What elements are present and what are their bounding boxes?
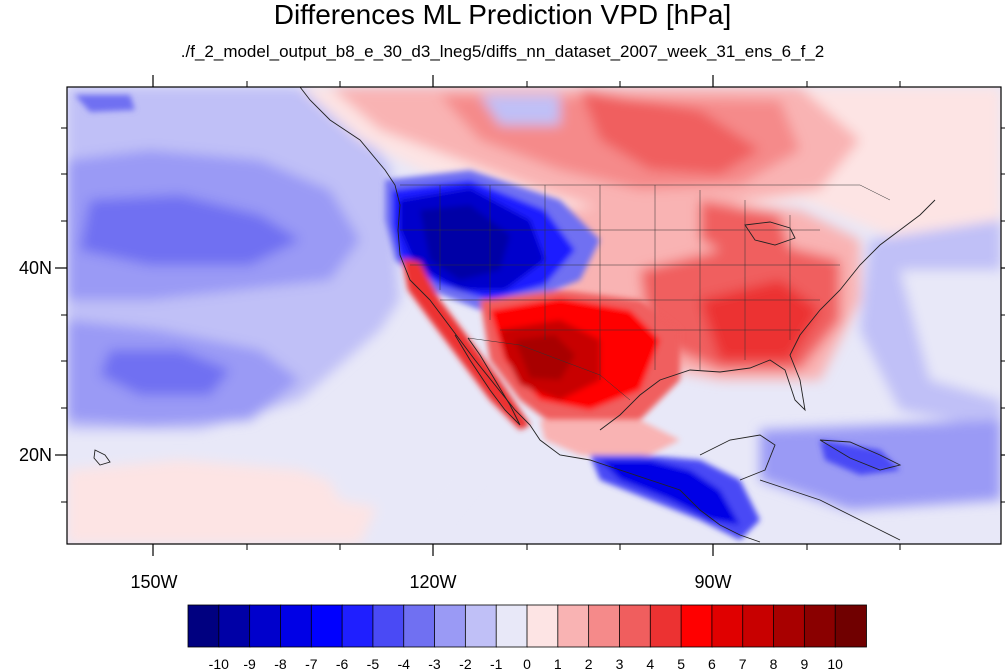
se-pacific-pale: [300, 430, 480, 520]
colorbar-swatch: [742, 604, 775, 648]
y-tick-label-40n: 40N: [18, 258, 52, 278]
us-mexico-border: [467, 337, 631, 401]
x-tick-label-120w: 120W: [409, 572, 457, 592]
colorbar-label: 2: [584, 656, 593, 672]
guatemala-blue: [820, 440, 900, 475]
sw-pacific-pink: [67, 460, 380, 544]
colorbar-label: -8: [274, 656, 287, 672]
colorbar-swatch: [495, 604, 528, 648]
colorbar: [187, 604, 867, 648]
northwest-us-darkest-blue: [420, 205, 510, 280]
colorbar-swatch: [803, 604, 837, 648]
x-tick-label-150w: 150W: [130, 572, 178, 592]
colorbar-swatch: [341, 604, 374, 648]
colorbar-label: -5: [366, 656, 380, 672]
colorbar-swatch: [834, 604, 867, 648]
colorbar-label: 8: [769, 656, 778, 672]
pacific-deep-blue: [80, 195, 300, 265]
colorbar-swatch: [649, 604, 682, 648]
central-america-coastline: [759, 479, 901, 541]
colorbar-swatch: [280, 604, 313, 648]
canada-blue-patch: [480, 95, 560, 125]
colorbar-label: -10: [208, 656, 229, 672]
colorbar-swatch: [187, 604, 220, 648]
map-subtitle: ./f_2_model_output_b8_e_30_d3_lneg5/diff…: [180, 42, 825, 61]
colorbar-swatch: [464, 604, 498, 648]
colorbar-swatch: [773, 604, 806, 648]
colorbar-label: -4: [397, 656, 410, 672]
colorbar-label: 4: [646, 656, 655, 672]
gulf-coastline: [599, 199, 936, 431]
map-title: Differences ML Prediction VPD [hPa]: [273, 0, 732, 30]
colorbar-label: -6: [335, 656, 349, 672]
major-ticks: [55, 75, 1005, 556]
canada-red-core: [580, 90, 760, 175]
colorbar-label: 9: [800, 656, 809, 672]
pacific-coastline: [299, 87, 761, 543]
map-field: [67, 87, 1001, 544]
us-canada-border: [400, 184, 891, 201]
colorbar-swatch: [249, 604, 282, 648]
california-coast-red: [402, 258, 530, 430]
great-lakes-coastline: [744, 221, 796, 246]
colorbar-swatch: [557, 604, 590, 648]
baja-coastline: [454, 334, 521, 426]
southwest-us-darkest-red: [515, 335, 575, 380]
colorbar-label: -9: [243, 656, 256, 672]
cuba-coastline: [819, 439, 902, 471]
colorbar-label: 6: [707, 656, 716, 672]
colorbar-swatch: [526, 604, 559, 648]
mexico-pink: [540, 420, 680, 460]
colorbar-swatch: [403, 604, 436, 648]
minor-ticks: [61, 81, 1005, 550]
colorbar-swatch: [588, 604, 621, 648]
colorbar-swatch: [680, 604, 713, 648]
yucatan-coastline: [699, 434, 776, 481]
colorbar-label: 10: [827, 656, 843, 672]
colorbar-label: 3: [615, 656, 624, 672]
pacific-deep-blue-south: [100, 350, 230, 395]
atlantic-pale: [900, 270, 1001, 400]
x-tick-label-90w: 90W: [694, 572, 732, 592]
colorbar-label: 0: [523, 656, 531, 672]
colorbar-label: -7: [305, 656, 318, 672]
colorbar-label: 1: [553, 656, 562, 672]
colorbar-label: -1: [489, 656, 503, 672]
colorbar-swatch: [434, 604, 467, 648]
colorbar-swatch: [310, 604, 343, 648]
colorbar-label: 7: [738, 656, 747, 672]
hawaii-coastline: [93, 449, 111, 466]
colorbar-label: 5: [677, 656, 685, 672]
colorbar-label: -2: [459, 656, 472, 672]
colorbar-swatch: [372, 604, 405, 648]
colorbar-swatch: [218, 604, 251, 648]
y-tick-label-20n: 20N: [18, 445, 52, 465]
coastline: [93, 87, 936, 543]
colorbar-swatch: [619, 604, 652, 648]
colorbar-label: -3: [428, 656, 441, 672]
nw-pacific-blue-patch: [75, 95, 135, 112]
political-borders: [400, 184, 891, 401]
colorbar-swatch: [711, 604, 744, 648]
southern-mexico-dark-blue: [600, 460, 740, 525]
